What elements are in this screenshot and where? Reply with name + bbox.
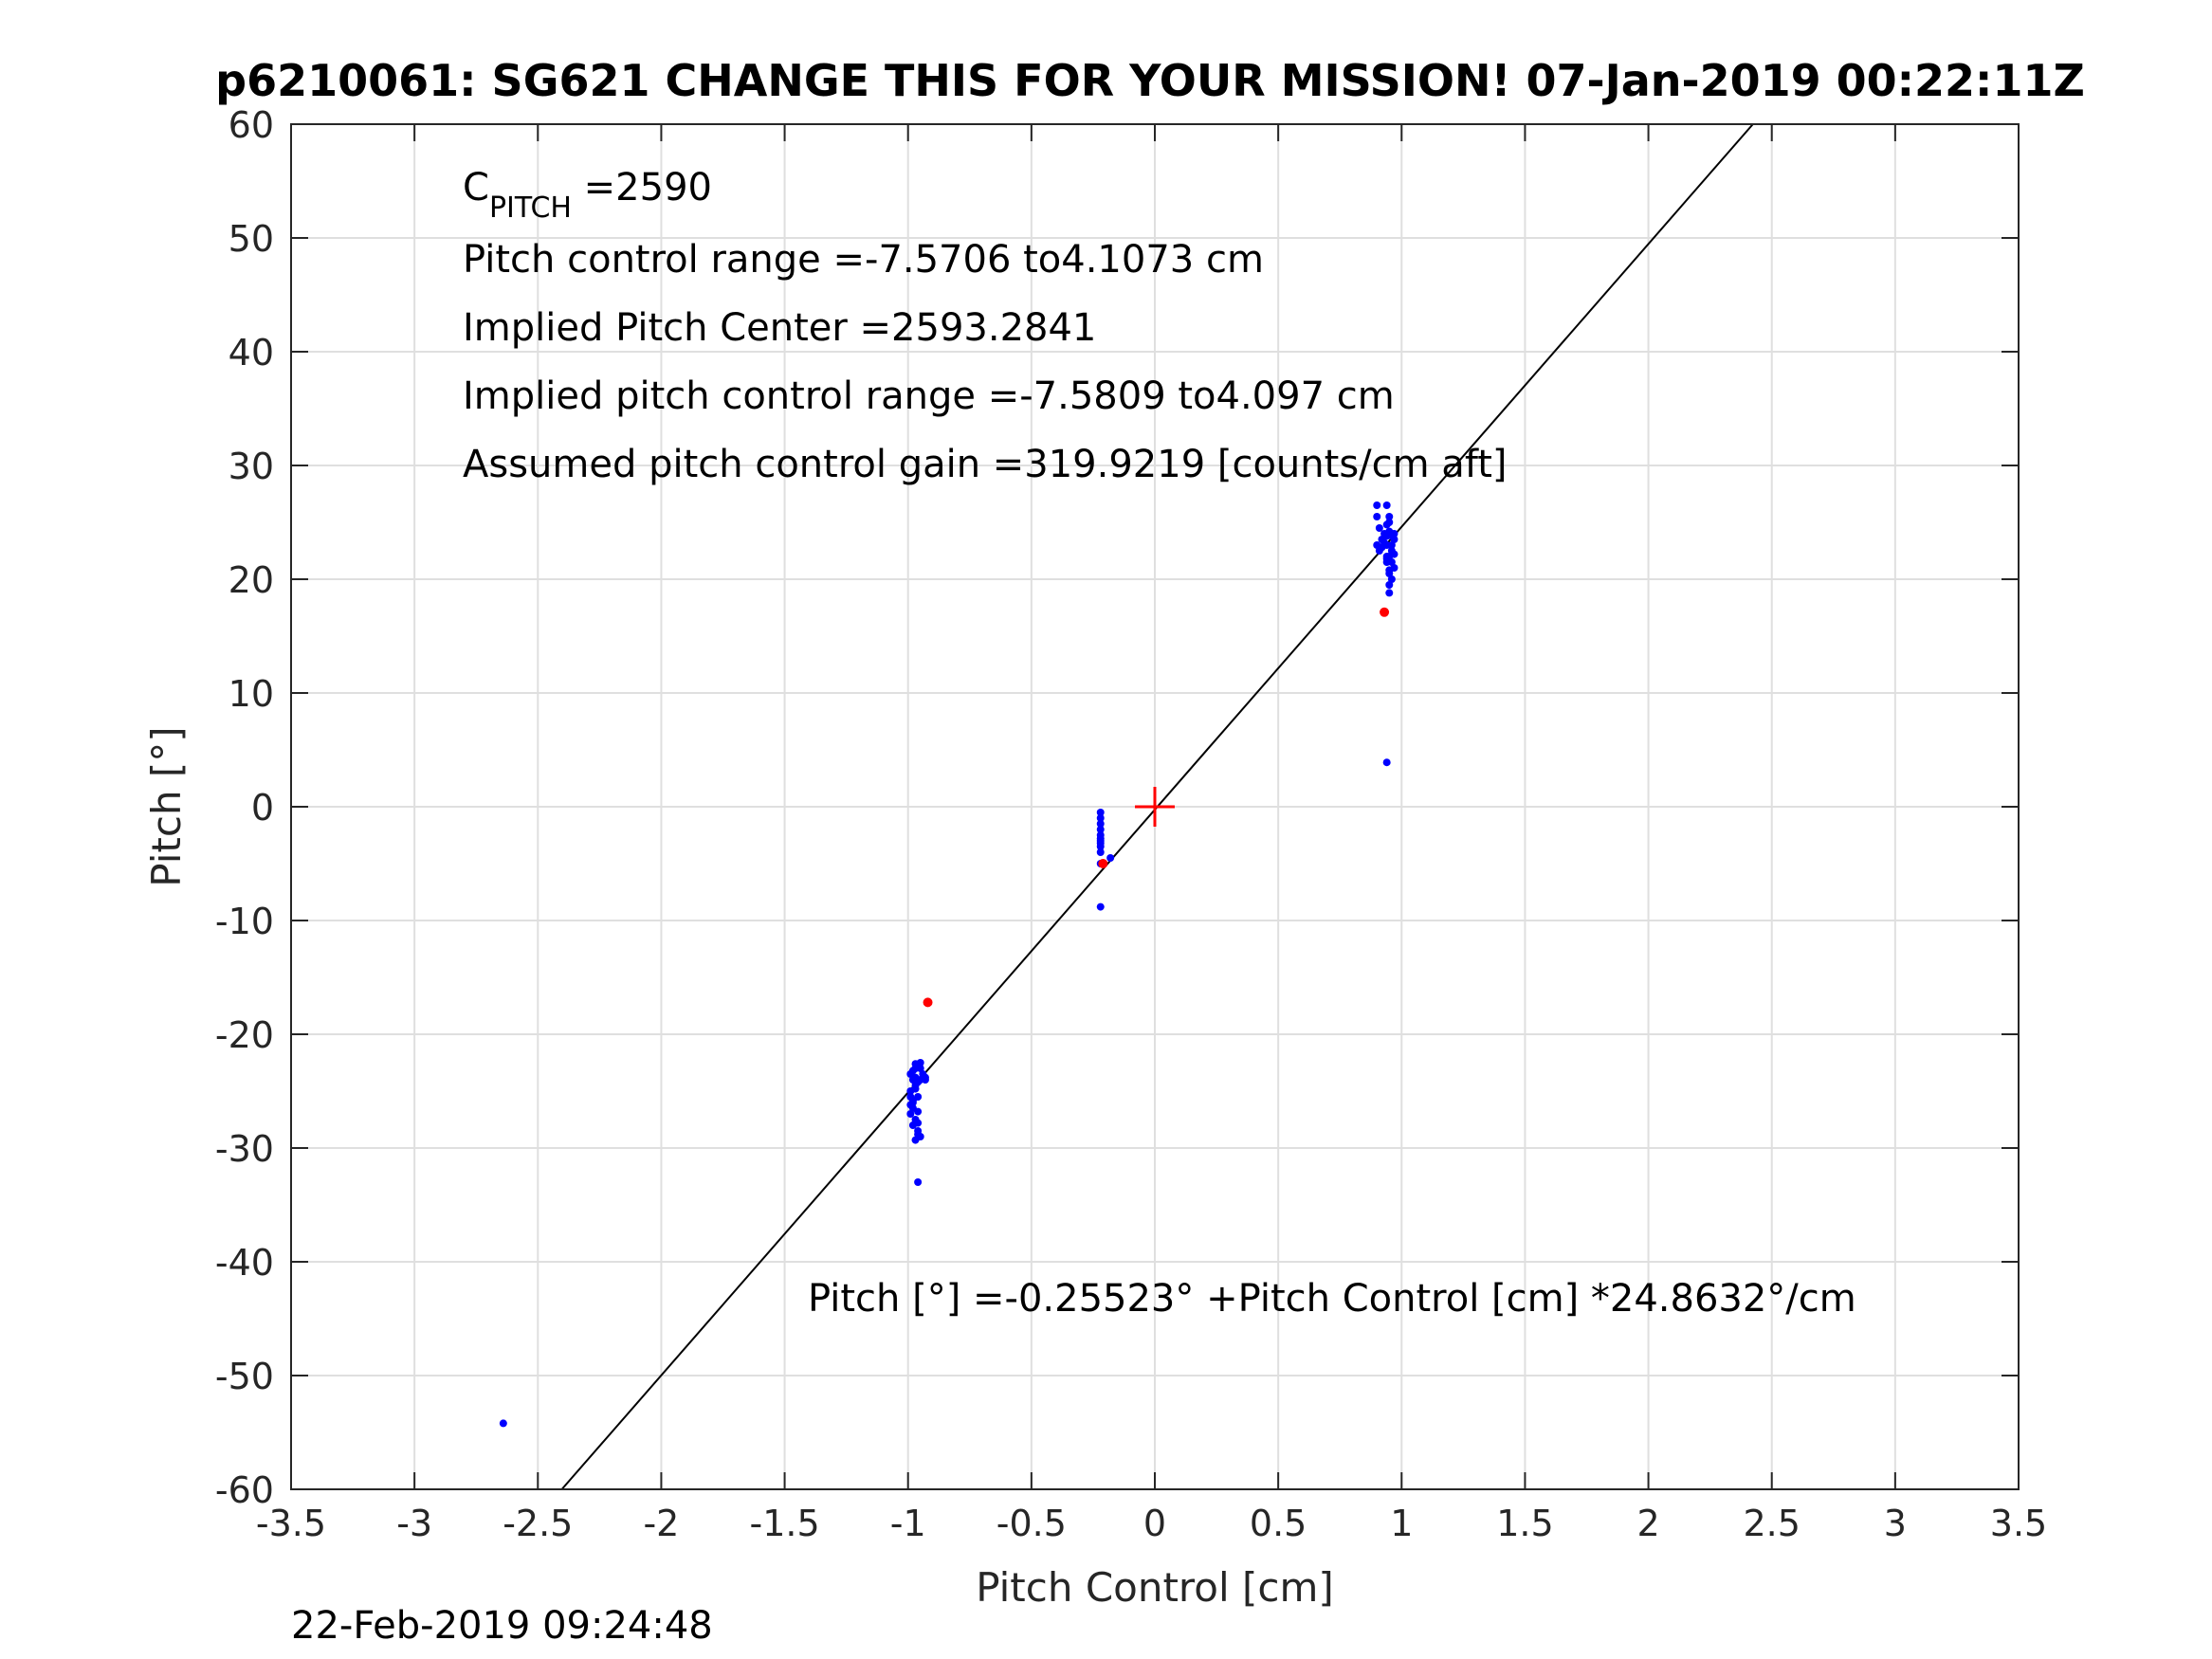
blue-data-point [914,1130,923,1139]
blue-data-point [1385,566,1394,574]
timestamp: 22-Feb-2019 09:24:48 [291,1604,713,1648]
blue-data-point [499,1419,507,1428]
blue-data-point [1387,575,1396,583]
plot-border [290,123,2020,1490]
blue-data-point [1385,581,1394,589]
x-tick-label: 1.5 [1496,1503,1553,1544]
x-tick-label: 3 [1884,1503,1907,1544]
blue-data-point [1375,524,1383,532]
x-tick-labels: -3.5 -3 -2.5 -2 -1.5 -1 -0.5 0 0.5 1 1.5 2 2.5 3 3.5 [256,1503,2047,1544]
y-tick-label: -50 [215,1356,274,1397]
blue-data-point [1385,513,1394,520]
blue-data-point [914,1107,923,1116]
annotation-line: Implied pitch control range =-7.5809 to4… [463,374,1395,418]
blue-data-point [1373,501,1381,509]
plot-area [290,123,2020,1490]
x-tick-label: -2.5 [503,1503,573,1544]
blue-data-point [906,1110,915,1118]
blue-data-point [1390,530,1398,538]
blue-data-point [914,1178,923,1186]
blue-data-point [1096,814,1105,822]
annotation-line: Assumed pitch control gain =319.9219 [co… [463,443,1507,486]
x-tick-label: 3.5 [1990,1503,2047,1544]
y-axis-label: Pitch [°] [143,726,190,886]
blue-data-point [906,1101,915,1109]
red-data-point [1380,607,1390,617]
annotations: CPITCH =2590 Pitch control range =-7.570… [463,166,1856,1321]
y-tick-label: 40 [229,332,274,374]
y-tick-label: -20 [215,1014,274,1056]
ticks [290,123,2020,1490]
x-tick-label: -3.5 [256,1503,326,1544]
blue-data-point [916,1065,924,1072]
blue-data-point [1380,538,1389,547]
blue-data-point [1387,558,1396,566]
cpitch-subscript: PITCH [489,191,572,225]
y-tick-label: -60 [215,1469,274,1511]
y-tick-label: 10 [229,673,274,715]
cpitch-main: C [463,166,489,210]
blue-data-point [1096,809,1105,816]
blue-data-point [1096,848,1105,856]
center-layer [1135,787,1175,827]
blue-data-point [914,1078,923,1086]
y-tick-label: -40 [215,1242,274,1284]
blue-data-point [1096,820,1105,828]
x-tick-label: 0 [1143,1503,1166,1544]
blue-data-point [1106,854,1115,862]
y-tick-label: 30 [229,446,274,487]
fit-equation: Pitch [°] =-0.25523° +Pitch Control [cm]… [808,1277,1856,1321]
blue-data-point [908,1066,917,1075]
blue-data-point [1096,826,1105,833]
cpitch-value: =2590 [572,166,712,210]
blue-data-point [1382,553,1391,560]
x-axis-label: Pitch Control [cm] [976,1564,1334,1611]
blue-data-point [921,1073,929,1082]
y-tick-label: -10 [215,901,274,942]
blue-data-point [911,1136,920,1144]
x-tick-label: 1 [1390,1503,1413,1544]
blue-data-point [914,1119,923,1127]
annotation-line: Pitch control range =-7.5706 to4.1073 cm [463,238,1264,282]
x-tick-label: 0.5 [1250,1503,1307,1544]
blue-data-point [1390,550,1398,558]
cpitch-annotation: CPITCH =2590 [463,166,712,225]
chart-title: p6210061: SG621 CHANGE THIS FOR YOUR MIS… [215,55,2085,106]
y-tick-label: 20 [229,559,274,601]
annotation-line: Implied Pitch Center =2593.2841 [463,306,1096,350]
blue-data-point [1382,520,1391,529]
blue-data-point [1387,541,1396,549]
x-tick-label: -0.5 [996,1503,1067,1544]
y-tick-label: 50 [229,218,274,260]
x-tick-label: -1.5 [749,1503,819,1544]
y-tick-label: 0 [251,787,274,829]
y-tick-label: 60 [229,104,274,146]
x-tick-label: 2.5 [1743,1503,1800,1544]
blue-data-point [1385,589,1394,597]
blue-data-point [1382,501,1391,509]
blue-data-point [1382,758,1391,767]
data-points [499,501,1398,1428]
blue-data-point [1096,902,1105,911]
blue-data-point [911,1060,920,1068]
x-tick-label: -1 [890,1503,926,1544]
blue-data-point [1096,834,1105,843]
red-data-point [923,997,933,1008]
x-tick-label: -3 [396,1503,432,1544]
blue-data-point [911,1085,920,1093]
y-tick-label: -30 [215,1128,274,1170]
blue-data-point [1373,513,1381,520]
red-data-point [1098,859,1108,868]
x-tick-label: -2 [643,1503,679,1544]
x-tick-label: 2 [1636,1503,1659,1544]
y-tick-labels: -60 -50 -40 -30 -20 -10 0 10 20 30 40 50 60 [215,104,274,1511]
